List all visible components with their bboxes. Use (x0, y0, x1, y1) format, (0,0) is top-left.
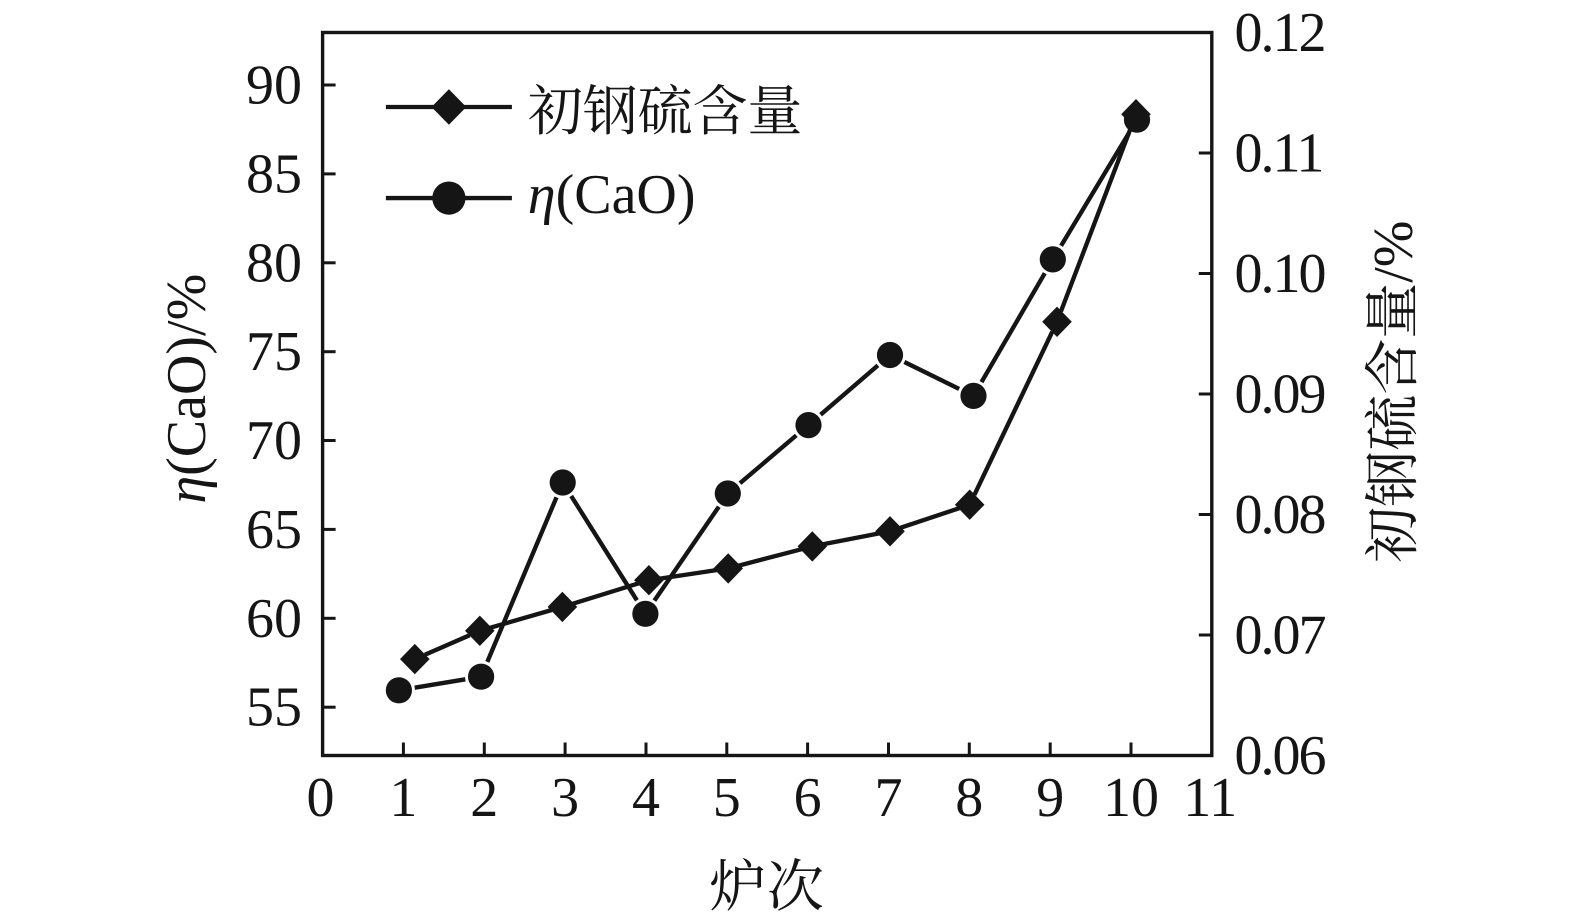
svg-text:9: 9 (1036, 767, 1064, 829)
svg-text:0.07: 0.07 (1235, 605, 1326, 667)
svg-text:70: 70 (246, 410, 302, 472)
svg-text:2: 2 (470, 767, 498, 829)
svg-text:7: 7 (875, 767, 903, 829)
svg-text:55: 55 (246, 677, 302, 739)
svg-text:0.11: 0.11 (1235, 123, 1323, 185)
svg-text:80: 80 (246, 232, 302, 294)
svg-text:3: 3 (551, 767, 579, 829)
svg-text:6: 6 (794, 767, 822, 829)
svg-text:η(CaO): η(CaO) (528, 164, 696, 226)
svg-text:/%: /% (1363, 221, 1425, 283)
svg-text:0.10: 0.10 (1235, 243, 1325, 305)
svg-text:0.12: 0.12 (1235, 2, 1325, 64)
svg-text:0.06: 0.06 (1235, 725, 1326, 787)
svg-text:4: 4 (632, 767, 660, 829)
svg-text:5: 5 (713, 767, 741, 829)
svg-text:75: 75 (246, 321, 302, 383)
svg-text:60: 60 (246, 588, 302, 650)
svg-text:85: 85 (246, 143, 302, 205)
svg-text:0.09: 0.09 (1235, 364, 1325, 426)
svg-text:0: 0 (307, 767, 335, 829)
svg-text:1: 1 (389, 767, 417, 829)
svg-text:65: 65 (246, 499, 302, 561)
svg-text:90: 90 (246, 55, 302, 117)
svg-text:8: 8 (955, 767, 983, 829)
svg-text:η(CaO)/%: η(CaO)/% (156, 274, 218, 504)
svg-text:0.08: 0.08 (1235, 484, 1325, 546)
svg-text:11: 11 (1183, 767, 1237, 829)
svg-text:10: 10 (1103, 767, 1159, 829)
